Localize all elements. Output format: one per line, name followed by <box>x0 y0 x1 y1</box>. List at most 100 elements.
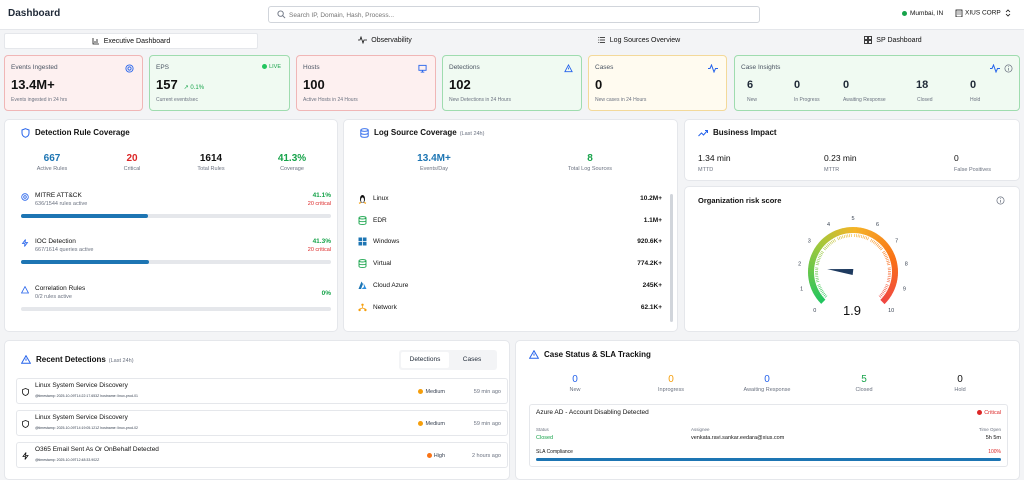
insight-inprogress-label: In Progress <box>794 97 820 103</box>
rule-correlation[interactable]: Correlation Rules 0/2 rules active 0% <box>21 285 331 315</box>
gauge-arc-segment <box>883 242 885 245</box>
status-value: Closed <box>536 435 553 441</box>
time-open-value: 5h 5m <box>986 435 1001 441</box>
kpi-detections[interactable]: Detections 102 New Detections in 24 Hour… <box>442 55 582 111</box>
rule-mitre-attack[interactable]: MITRE ATT&CK 636/1544 rules active 41.1%… <box>21 192 331 222</box>
windows-icon <box>358 237 367 246</box>
detection-item[interactable]: Linux System Service Discovery @timestam… <box>16 410 508 436</box>
false-positives-label: False Positives <box>954 167 991 173</box>
stat-value: 8 <box>557 153 623 164</box>
severity-dot-icon <box>427 453 432 458</box>
kpi-events-ingested[interactable]: Events Ingested 13.4M+ Events ingested i… <box>4 55 143 111</box>
rule-pct: 41.1% <box>313 192 331 199</box>
gauge-arc-segment <box>821 242 823 245</box>
case-item[interactable]: Azure AD - Account Disabling Detected Cr… <box>529 404 1008 467</box>
tab-log-sources-overview[interactable]: Log Sources Overview <box>512 33 766 49</box>
kpi-cases[interactable]: Cases 0 New cases in 24 Hours <box>588 55 727 111</box>
gauge-minor-tick <box>817 259 820 260</box>
zap-icon <box>22 452 29 460</box>
sla-progress-bar <box>536 458 1001 461</box>
gauge-minor-tick <box>824 247 826 249</box>
gauge-arc-segment <box>814 288 816 291</box>
card-title: Case Status & SLA Tracking <box>529 350 651 359</box>
gauge-minor-tick <box>883 253 886 255</box>
tab-detections[interactable]: Detections <box>401 352 449 368</box>
gauge-minor-tick <box>817 284 820 285</box>
info-icon[interactable] <box>1004 64 1013 73</box>
gauge-arc-segment <box>831 234 834 236</box>
gauge-minor-tick <box>876 243 878 245</box>
gauge-minor-tick <box>880 248 882 250</box>
mttd-label: MTTD <box>698 167 713 173</box>
linux-icon <box>358 194 367 204</box>
gauge-arc-segment <box>816 250 818 253</box>
warning-icon <box>21 355 31 364</box>
search-input[interactable] <box>289 9 749 21</box>
kpi-value: 100 <box>303 77 325 92</box>
gauge-minor-tick <box>842 236 843 239</box>
gauge-arc-segment <box>880 240 883 242</box>
detection-title: Linux System Service Discovery <box>35 414 128 421</box>
tab-sp-dashboard[interactable]: SP Dashboard <box>766 33 1020 49</box>
detection-item[interactable]: Linux System Service Discovery @timestam… <box>16 378 508 404</box>
detection-meta: @timestamp: 2025-10-09T14:22:17.653Z hos… <box>35 394 138 398</box>
tab-label: Executive Dashboard <box>104 38 171 45</box>
kpi-value: 102 <box>449 77 471 92</box>
kpi-eps[interactable]: EPS LIVE 157↗ 0.1% Current events/sec <box>149 55 290 111</box>
kpi-label: EPS <box>156 64 169 71</box>
rule-name: MITRE ATT&CK <box>35 192 82 199</box>
scrollbar[interactable] <box>670 194 673 322</box>
insight-new-label: New <box>747 97 757 103</box>
gauge-minor-tick <box>879 296 881 298</box>
gauge-arc-segment <box>814 253 816 256</box>
gauge-arc-segment <box>834 233 837 235</box>
insight-inprogress-count: 0 <box>794 79 800 91</box>
gauge-minor-tick <box>846 235 847 238</box>
detection-time: 2 hours ago <box>472 453 501 459</box>
gauge-arc-segment <box>826 238 829 240</box>
gauge-minor-tick <box>866 237 867 240</box>
database-icon <box>358 259 367 268</box>
tab-cases[interactable]: Cases <box>449 352 495 368</box>
live-label: LIVE <box>269 64 281 70</box>
gauge-minor-tick <box>825 296 827 298</box>
rule-pct: 0% <box>322 290 331 297</box>
activity-icon <box>358 36 367 44</box>
rule-progress-bar <box>21 214 331 218</box>
warning-icon <box>564 64 573 73</box>
gauge-minor-tick <box>884 254 887 255</box>
case-title: Azure AD - Account Disabling Detected <box>536 409 649 416</box>
stat-label: Hold <box>935 387 985 393</box>
gauge-minor-tick <box>874 242 876 244</box>
tab-observability[interactable]: Observability <box>258 33 512 49</box>
kpi-case-insights[interactable]: Case Insights 6 New 0 In Progress 0 Awai… <box>734 55 1020 111</box>
kpi-hosts[interactable]: Hosts 100 Active Hosts in 24 Hours <box>296 55 436 111</box>
tab-executive-dashboard[interactable]: Executive Dashboard <box>4 33 258 49</box>
stat-coverage: 41.3%Coverage <box>270 153 314 172</box>
gauge-arc-segment <box>869 233 872 235</box>
rule-name: Correlation Rules <box>35 285 85 292</box>
kpi-sub: Events ingested in 24 hrs <box>11 97 67 103</box>
gauge-minor-tick <box>831 241 833 243</box>
severity-label: Medium <box>425 421 445 427</box>
title-text: Detection Rule Coverage <box>35 128 130 137</box>
mttr-value: 0.23 min <box>824 153 857 163</box>
org-selector[interactable]: XIUS CORP <box>955 9 1011 17</box>
search-box[interactable] <box>268 6 760 23</box>
gauge-minor-tick <box>817 261 820 262</box>
target-icon <box>21 193 29 201</box>
live-dot-icon <box>262 64 267 69</box>
insight-awaiting-label: Awaiting Response <box>843 97 886 103</box>
rule-ioc-detection[interactable]: IOC Detection 667/1614 queries active 41… <box>21 238 331 268</box>
detection-item[interactable]: O365 Email Sent As Or OnBehalf Detected … <box>16 442 508 468</box>
gauge-minor-tick <box>818 257 821 258</box>
